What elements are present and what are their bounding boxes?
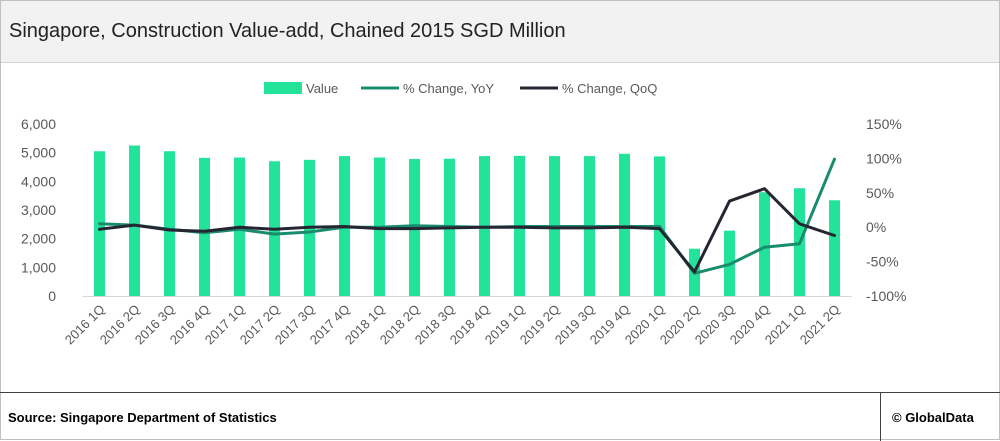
y-right-tick-label: 0% xyxy=(866,219,886,235)
value-bar xyxy=(759,192,770,296)
value-bar xyxy=(129,145,140,296)
qoq-change-line xyxy=(98,187,836,274)
value-bar xyxy=(619,153,630,296)
y-axis-left: 0 1,000 2,000 3,000 4,000 5,000 6,000 xyxy=(21,116,852,304)
source-note: Source: Singapore Department of Statisti… xyxy=(8,410,277,425)
value-bar xyxy=(164,151,175,296)
y-right-tick-label: -100% xyxy=(866,288,906,304)
legend-qoq-label: % Change, QoQ xyxy=(562,81,657,96)
y-right-tick-label: 100% xyxy=(866,150,902,166)
y-right-tick-label: 150% xyxy=(866,116,902,132)
y-left-tick-label: 3,000 xyxy=(21,202,56,218)
y-left-tick-label: 6,000 xyxy=(21,116,56,132)
footer: Source: Singapore Department of Statisti… xyxy=(0,392,1000,441)
change-lines xyxy=(98,157,836,275)
chart-area: Value % Change, YoY % Change, QoQ 0 1,000 2,… xyxy=(21,81,907,348)
y-left-tick-label: 4,000 xyxy=(21,173,56,189)
legend-value-swatch xyxy=(264,82,302,94)
y-left-tick-label: 5,000 xyxy=(21,145,56,161)
footer-divider xyxy=(880,393,881,441)
chart-title: Singapore, Construction Value-add, Chain… xyxy=(9,20,566,42)
title-bar: Singapore, Construction Value-add, Chain… xyxy=(1,1,999,63)
y-left-tick-label: 2,000 xyxy=(21,231,56,247)
value-bar xyxy=(199,157,210,296)
value-bars xyxy=(94,145,840,296)
y-right-tick-label: -50% xyxy=(866,254,899,270)
legend-yoy-label: % Change, YoY xyxy=(403,81,494,96)
legend-value-label: Value xyxy=(306,81,338,96)
legend: Value % Change, YoY % Change, QoQ xyxy=(264,81,657,96)
y-left-tick-label: 0 xyxy=(48,288,56,304)
y-left-tick-label: 1,000 xyxy=(21,259,56,275)
y-right-tick-label: 50% xyxy=(866,185,894,201)
copyright-credit: © GlobalData xyxy=(892,410,974,425)
value-bar xyxy=(829,200,840,296)
y-axis-right: -100% -50% 0% 50% 100% 150% xyxy=(866,116,906,304)
